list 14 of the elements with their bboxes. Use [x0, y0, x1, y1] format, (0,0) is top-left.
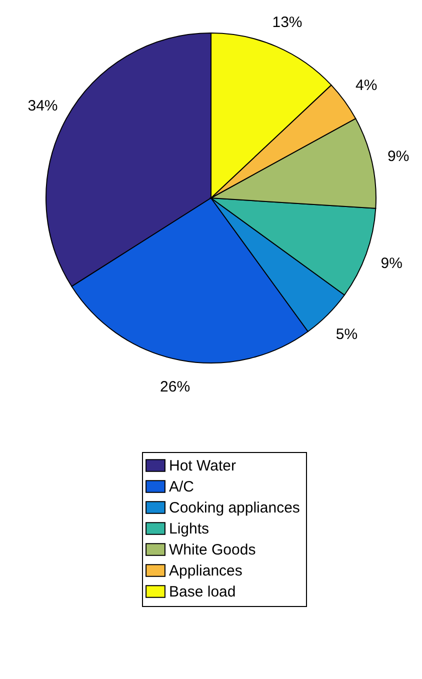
- legend-label: Cooking appliances: [169, 500, 300, 516]
- legend-label: A/C: [169, 478, 194, 496]
- legend-label: Hot Water: [169, 458, 236, 474]
- data-label: 13%: [272, 14, 302, 31]
- data-label: 26%: [160, 378, 190, 396]
- legend-label: Lights: [169, 520, 210, 538]
- data-label: 4%: [355, 77, 378, 94]
- data-label: 5%: [336, 326, 358, 343]
- data-label: 9%: [380, 255, 402, 272]
- legend-label: White Goods: [169, 542, 256, 558]
- data-label: 9%: [388, 148, 410, 166]
- legend-label: Appliances: [169, 562, 242, 580]
- legend-label: Base load: [169, 584, 236, 600]
- data-label: 34%: [28, 98, 58, 115]
